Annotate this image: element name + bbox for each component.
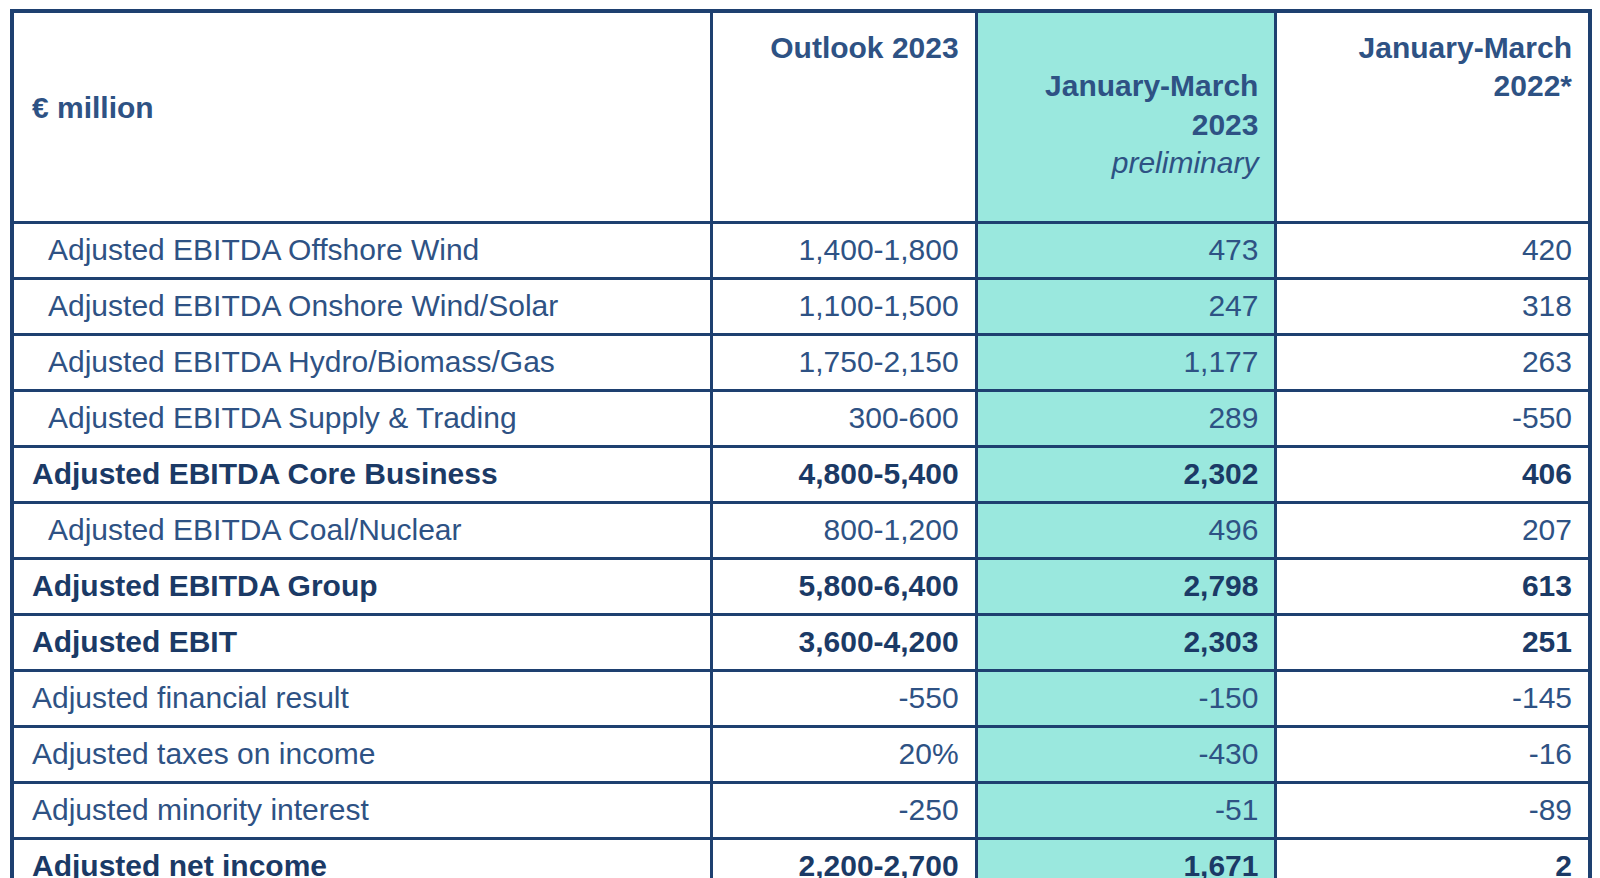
financial-results-table: € million Outlook 2023 January-March 202… (10, 9, 1592, 867)
prior-value-cell: -145 (1276, 670, 1590, 726)
table-row: Adjusted EBITDA Onshore Wind/Solar1,100-… (12, 278, 1590, 334)
table-row: Adjusted EBIT3,600-4,2002,303251 (12, 614, 1590, 670)
row-label-cell: Adjusted financial result (12, 670, 711, 726)
outlook-value-cell: 1,100-1,500 (711, 278, 976, 334)
table-row: Adjusted taxes on income20%-430-16 (12, 726, 1590, 782)
row-label-cell: Adjusted minority interest (12, 782, 711, 838)
prior-value-cell: -550 (1276, 390, 1590, 446)
col-header-jan-mar-2022: January-March 2022* (1276, 11, 1590, 222)
outlook-value-cell: 20% (711, 726, 976, 782)
row-label-cell: Adjusted EBITDA Hydro/Biomass/Gas (12, 334, 711, 390)
table-row: Adjusted EBITDA Group5,800-6,4002,798613 (12, 558, 1590, 614)
header-row: € million Outlook 2023 January-March 202… (12, 11, 1590, 222)
table-row: Adjusted net income2,200-2,7001,6712 (12, 838, 1590, 878)
outlook-value-cell: 800-1,200 (711, 502, 976, 558)
current-value-cell: -150 (976, 670, 1276, 726)
row-label-cell: Adjusted EBITDA Supply & Trading (12, 390, 711, 446)
current-value-cell: 1,177 (976, 334, 1276, 390)
current-value-cell: -430 (976, 726, 1276, 782)
table-row: Adjusted EBITDA Supply & Trading300-6002… (12, 390, 1590, 446)
table-row: Adjusted EBITDA Coal/Nuclear800-1,200496… (12, 502, 1590, 558)
outlook-value-cell: 1,750-2,150 (711, 334, 976, 390)
row-label-cell: Adjusted net income (12, 838, 711, 878)
prior-value-cell: 420 (1276, 222, 1590, 278)
row-label-cell: Adjusted EBIT (12, 614, 711, 670)
current-value-cell: 2,303 (976, 614, 1276, 670)
current-value-cell: 2,798 (976, 558, 1276, 614)
prior-value-cell: 406 (1276, 446, 1590, 502)
outlook-value-cell: 5,800-6,400 (711, 558, 976, 614)
prior-value-cell: 207 (1276, 502, 1590, 558)
table-body: Adjusted EBITDA Offshore Wind1,400-1,800… (12, 222, 1590, 878)
outlook-value-cell: 4,800-5,400 (711, 446, 976, 502)
outlook-value-cell: 1,400-1,800 (711, 222, 976, 278)
table-row: Adjusted minority interest-250-51-89 (12, 782, 1590, 838)
row-label-cell: Adjusted taxes on income (12, 726, 711, 782)
prior-value-cell: -89 (1276, 782, 1590, 838)
col-header-outlook-2023: Outlook 2023 (711, 11, 976, 222)
current-value-cell: 473 (976, 222, 1276, 278)
table-row: Adjusted EBITDA Offshore Wind1,400-1,800… (12, 222, 1590, 278)
table-row: Adjusted financial result-550-150-145 (12, 670, 1590, 726)
table-row: Adjusted EBITDA Hydro/Biomass/Gas1,750-2… (12, 334, 1590, 390)
prior-value-cell: 613 (1276, 558, 1590, 614)
prior-value-cell: 251 (1276, 614, 1590, 670)
outlook-value-cell: -550 (711, 670, 976, 726)
outlook-value-cell: 300-600 (711, 390, 976, 446)
current-value-cell: 247 (976, 278, 1276, 334)
row-label-cell: Adjusted EBITDA Group (12, 558, 711, 614)
row-label-cell: Adjusted EBITDA Onshore Wind/Solar (12, 278, 711, 334)
outlook-value-cell: 3,600-4,200 (711, 614, 976, 670)
current-value-cell: 289 (976, 390, 1276, 446)
current-value-cell: 1,671 (976, 838, 1276, 878)
row-label-cell: Adjusted EBITDA Offshore Wind (12, 222, 711, 278)
table-row: Adjusted EBITDA Core Business4,800-5,400… (12, 446, 1590, 502)
prior-value-cell: 263 (1276, 334, 1590, 390)
row-label-cell: Adjusted EBITDA Coal/Nuclear (12, 502, 711, 558)
preliminary-note: preliminary (986, 144, 1259, 182)
col-header-jan-mar-2023-label: January-March 2023 (1045, 69, 1258, 140)
col-header-jan-mar-2023: January-March 2023 preliminary (976, 11, 1276, 222)
unit-header-cell: € million (12, 11, 711, 222)
table-header: € million Outlook 2023 January-March 202… (12, 11, 1590, 222)
outlook-value-cell: 2,200-2,700 (711, 838, 976, 878)
prior-value-cell: -16 (1276, 726, 1590, 782)
outlook-value-cell: -250 (711, 782, 976, 838)
prior-value-cell: 2 (1276, 838, 1590, 878)
row-label-cell: Adjusted EBITDA Core Business (12, 446, 711, 502)
prior-value-cell: 318 (1276, 278, 1590, 334)
current-value-cell: 496 (976, 502, 1276, 558)
current-value-cell: 2,302 (976, 446, 1276, 502)
results-table: € million Outlook 2023 January-March 202… (10, 9, 1592, 878)
current-value-cell: -51 (976, 782, 1276, 838)
